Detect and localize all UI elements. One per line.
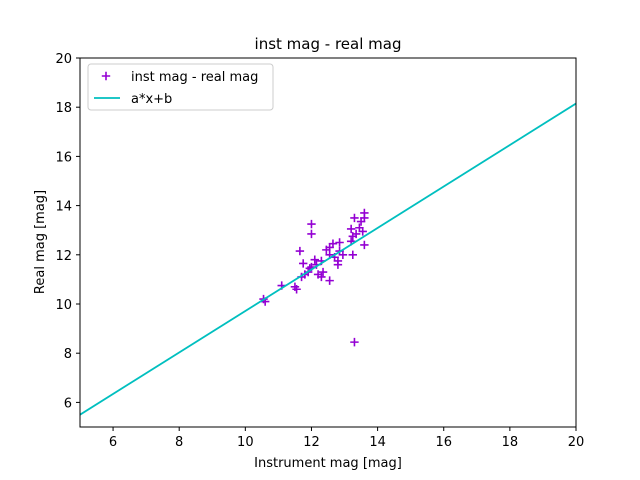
scatter-point: [335, 238, 344, 247]
x-tick-label: 8: [175, 435, 183, 450]
y-axis-label: Real mag [mag]: [33, 190, 48, 294]
scatter-point: [317, 272, 326, 282]
x-axis-label: Instrument mag [mag]: [254, 456, 402, 471]
scatter-point: [338, 250, 348, 259]
x-tick-label: 12: [303, 435, 320, 450]
chart-title: inst mag - real mag: [255, 35, 402, 53]
scatter-point: [350, 213, 359, 223]
x-tick-label: 18: [502, 435, 519, 450]
legend-entry-label: inst mag - real mag: [131, 70, 258, 85]
scatter-point: [325, 276, 334, 285]
scatter-point: [360, 240, 369, 250]
y-tick-label: 8: [64, 347, 72, 362]
scatter-point: [351, 229, 361, 239]
scatter-point: [360, 208, 369, 218]
fit-line: [80, 102, 576, 416]
x-tick-label: 6: [109, 435, 117, 450]
y-tick-label: 18: [55, 101, 72, 116]
x-tick-label: 20: [568, 435, 585, 450]
x-tick-label: 14: [369, 435, 386, 450]
scatter-point: [333, 256, 343, 266]
scatter-point: [307, 219, 316, 229]
axes-frame: [79, 57, 577, 428]
scatter-point: [295, 246, 305, 256]
data-layer: [80, 102, 576, 416]
scatter-point: [346, 224, 356, 234]
scatter-point: [318, 267, 328, 277]
x-tick-label: 16: [435, 435, 452, 450]
y-tick-label: 14: [55, 200, 72, 215]
legend-entry-label: a*x+b: [131, 92, 172, 107]
x-tick-label: 10: [237, 435, 254, 450]
legend: inst mag - real mag a*x+b: [87, 63, 274, 111]
y-tick-label: 6: [64, 396, 72, 411]
scatter-point: [328, 239, 338, 248]
scatter-point: [299, 259, 308, 268]
scatter-point: [350, 337, 359, 347]
scatter-point: [292, 285, 301, 294]
scatter-point: [307, 229, 316, 239]
legend-box: [87, 63, 274, 111]
y-tick-label: 10: [55, 298, 72, 313]
legend-marker-swatch: [101, 71, 111, 81]
scatter-point: [310, 255, 319, 264]
scatter-point: [348, 250, 357, 259]
y-tick-label: 20: [55, 52, 72, 67]
scatter-point: [358, 227, 367, 236]
plot-area: 6 8 10 12 14 16 18 20 6 8 10 12 14 16 18 20: [55, 52, 584, 450]
y-tick-label: 16: [55, 150, 72, 165]
y-tick-label: 12: [55, 249, 72, 264]
